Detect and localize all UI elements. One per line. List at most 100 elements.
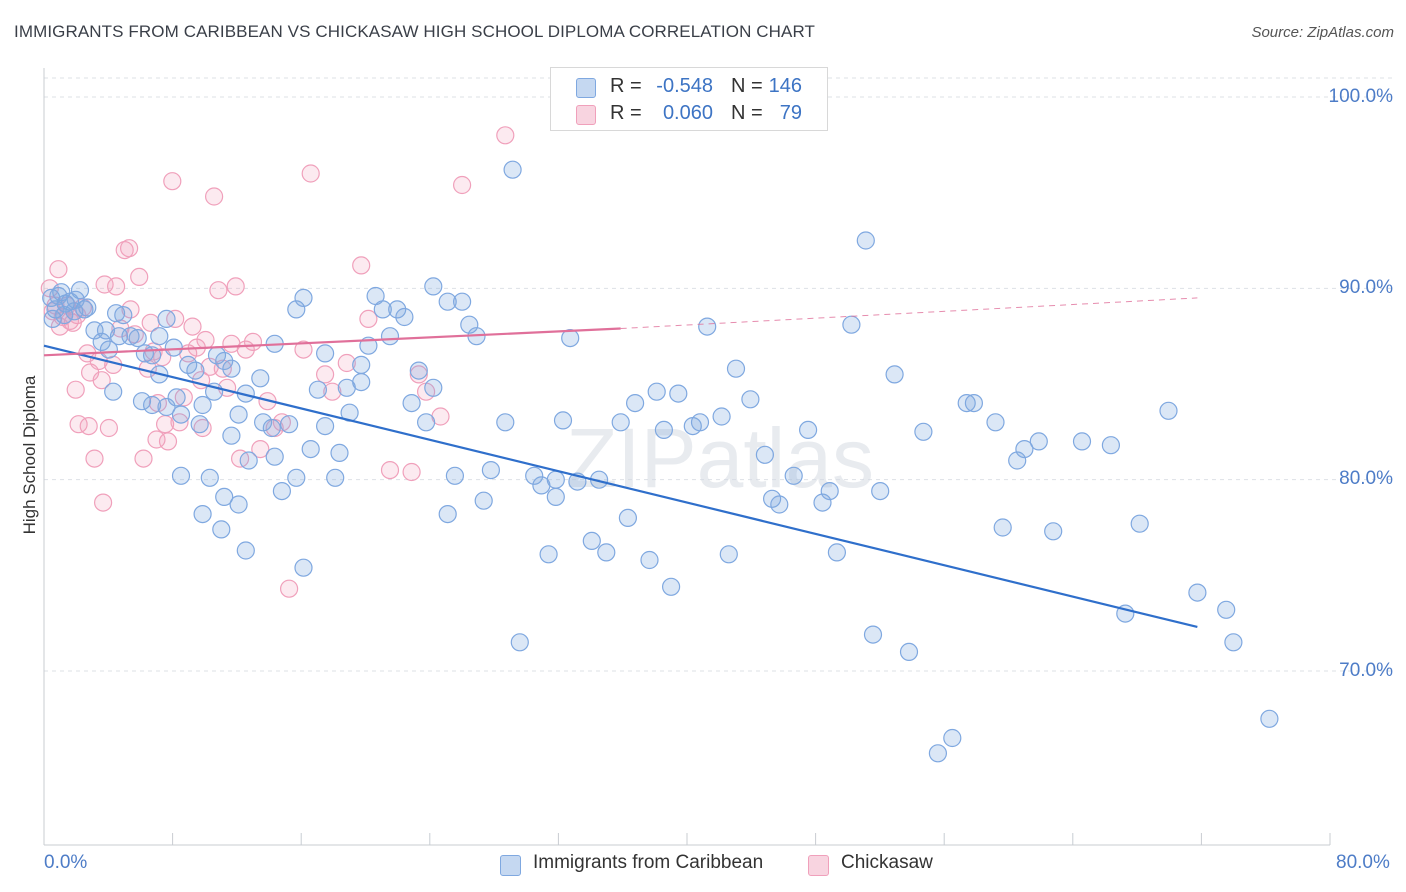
caribbean-point [143, 395, 162, 415]
caribbean-point [445, 466, 464, 485]
chickasaw-point [196, 330, 215, 350]
chickasaw-point [183, 317, 202, 336]
chickasaw-point [106, 277, 126, 296]
caribbean-point [1188, 583, 1207, 602]
caribbean-point [200, 468, 219, 487]
caribbean-point [669, 384, 688, 403]
caribbean-point [171, 405, 191, 424]
caribbean-point [171, 466, 191, 485]
chickasaw-point [85, 449, 104, 468]
caribbean-point [525, 466, 544, 485]
stats-legend: R = -0.548 N = 146 R = 0.060 N = 79 [550, 67, 828, 131]
chickasaw-point [380, 461, 400, 480]
legend-label-chickasaw: Chickasaw [841, 852, 933, 873]
caribbean-point [1217, 600, 1236, 619]
caribbean-point [496, 413, 515, 432]
legend-label-caribbean: Immigrants from Caribbean [533, 852, 764, 873]
caribbean-point [301, 440, 320, 459]
chickasaw-point [359, 309, 378, 328]
chickasaw-point [50, 317, 70, 336]
caribbean-point [272, 482, 291, 501]
caribbean-point [798, 420, 818, 439]
caribbean-point [690, 413, 710, 432]
caribbean-point [70, 281, 90, 300]
caribbean-point [193, 504, 212, 524]
caribbean-point [755, 445, 775, 464]
legend-swatch-pink [808, 855, 829, 876]
caribbean-point [784, 466, 803, 485]
x-tick-label-min: 0.0% [44, 852, 88, 873]
caribbean-point [957, 394, 976, 413]
legend-r-label: R = [610, 75, 642, 97]
caribbean-point [871, 482, 890, 501]
legend-r-label: R = [610, 102, 642, 124]
chickasaw-point [147, 430, 166, 449]
caribbean-point [899, 642, 919, 662]
caribbean-point [827, 543, 847, 562]
caribbean-point [55, 306, 74, 325]
chickasaw-point [453, 175, 472, 195]
legend-swatch-blue [500, 855, 521, 876]
caribbean-point [741, 390, 760, 409]
caribbean-point [582, 531, 601, 551]
caribbean-point [719, 545, 738, 564]
chickasaw-point [174, 388, 193, 407]
caribbean-point [135, 344, 154, 363]
y-tick-label-80: 80.0% [1339, 468, 1393, 489]
caribbean-point [402, 394, 421, 413]
caribbean-point [106, 304, 126, 323]
legend-n-label: N = [731, 75, 763, 97]
caribbean-point [294, 558, 313, 577]
caribbean-point [239, 451, 258, 470]
caribbean-point [1029, 432, 1048, 451]
caribbean-point [885, 365, 904, 384]
chart-title: IMMIGRANTS FROM CARIBBEAN VS CHICKASAW H… [14, 22, 816, 41]
caribbean-point [66, 290, 85, 309]
caribbean-point [157, 309, 176, 328]
chickasaw-trend-extension [620, 297, 1198, 330]
chickasaw-point [93, 493, 113, 512]
caribbean-point [561, 329, 580, 348]
caribbean-point [316, 417, 335, 436]
caribbean-point [190, 415, 209, 434]
chickasaw-point [92, 371, 111, 390]
caribbean-point [1224, 633, 1243, 652]
caribbean-point [326, 468, 345, 487]
caribbean-point [964, 394, 984, 413]
caribbean-point [661, 577, 681, 596]
trend-lines [43, 297, 1198, 629]
caribbean-point [438, 504, 457, 524]
chickasaw-point [294, 340, 313, 359]
caribbean-point [856, 231, 875, 250]
caribbean-point [546, 470, 565, 489]
y-tick-label-70: 70.0% [1339, 660, 1393, 681]
chickasaw-point [352, 256, 371, 275]
caribbean-point [986, 413, 1005, 432]
caribbean-point [460, 315, 479, 334]
caribbean-point [395, 307, 414, 327]
caribbean-point [222, 359, 241, 378]
caribbean-point [1260, 709, 1279, 728]
chickasaw-point [301, 164, 320, 183]
caribbean-point [99, 340, 119, 359]
chickasaw-point [66, 380, 85, 399]
legend-row-caribbean: R = -0.548 N = 146 [551, 73, 827, 101]
chickasaw-point [226, 277, 245, 296]
caribbean-point [179, 355, 198, 374]
caribbean-point [388, 300, 407, 319]
caribbean-point [262, 418, 281, 438]
chickasaw-point [280, 579, 299, 598]
caribbean-point [712, 407, 731, 426]
legend-swatch-pink [576, 105, 596, 125]
caribbean-point [114, 306, 133, 325]
caribbean-point [265, 447, 284, 466]
caribbean-point [438, 292, 457, 311]
gridlines [44, 77, 1392, 672]
caribbean-point [647, 382, 666, 401]
caribbean-point [546, 487, 565, 506]
caribbean-point [128, 329, 147, 348]
source-label: Source: ZipAtlas.com [1251, 24, 1394, 41]
caribbean-point [474, 491, 493, 510]
caribbean-point [698, 317, 717, 336]
